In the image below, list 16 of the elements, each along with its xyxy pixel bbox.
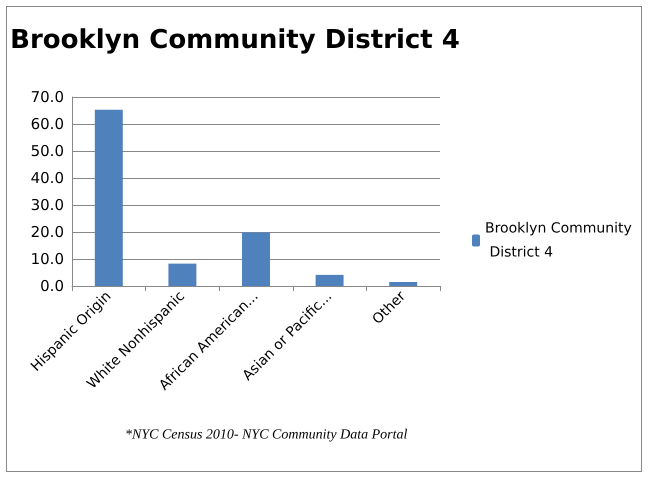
y-tick-label: 30.0 — [30, 196, 64, 214]
bar — [168, 264, 196, 286]
bar — [316, 274, 344, 286]
y-tick-label: 70.0 — [30, 88, 64, 106]
text: *NYC Census 2010- NYC Community Data Portal — [125, 428, 408, 442]
chart-title: Brooklyn Community District 4 — [10, 25, 460, 55]
bar — [94, 110, 123, 286]
y-tick-label: 20.0 — [30, 223, 64, 241]
y-tick-label: 50.0 — [30, 142, 64, 160]
bar — [389, 282, 418, 286]
y-tick-label: 10.0 — [30, 250, 64, 268]
legend-label: Brooklyn Community District 4 — [485, 220, 632, 260]
y-tick-label: 0.0 — [40, 277, 64, 295]
bar — [242, 232, 270, 286]
y-tick-label: 60.0 — [30, 115, 64, 133]
y-tick-label: 40.0 — [30, 169, 64, 187]
